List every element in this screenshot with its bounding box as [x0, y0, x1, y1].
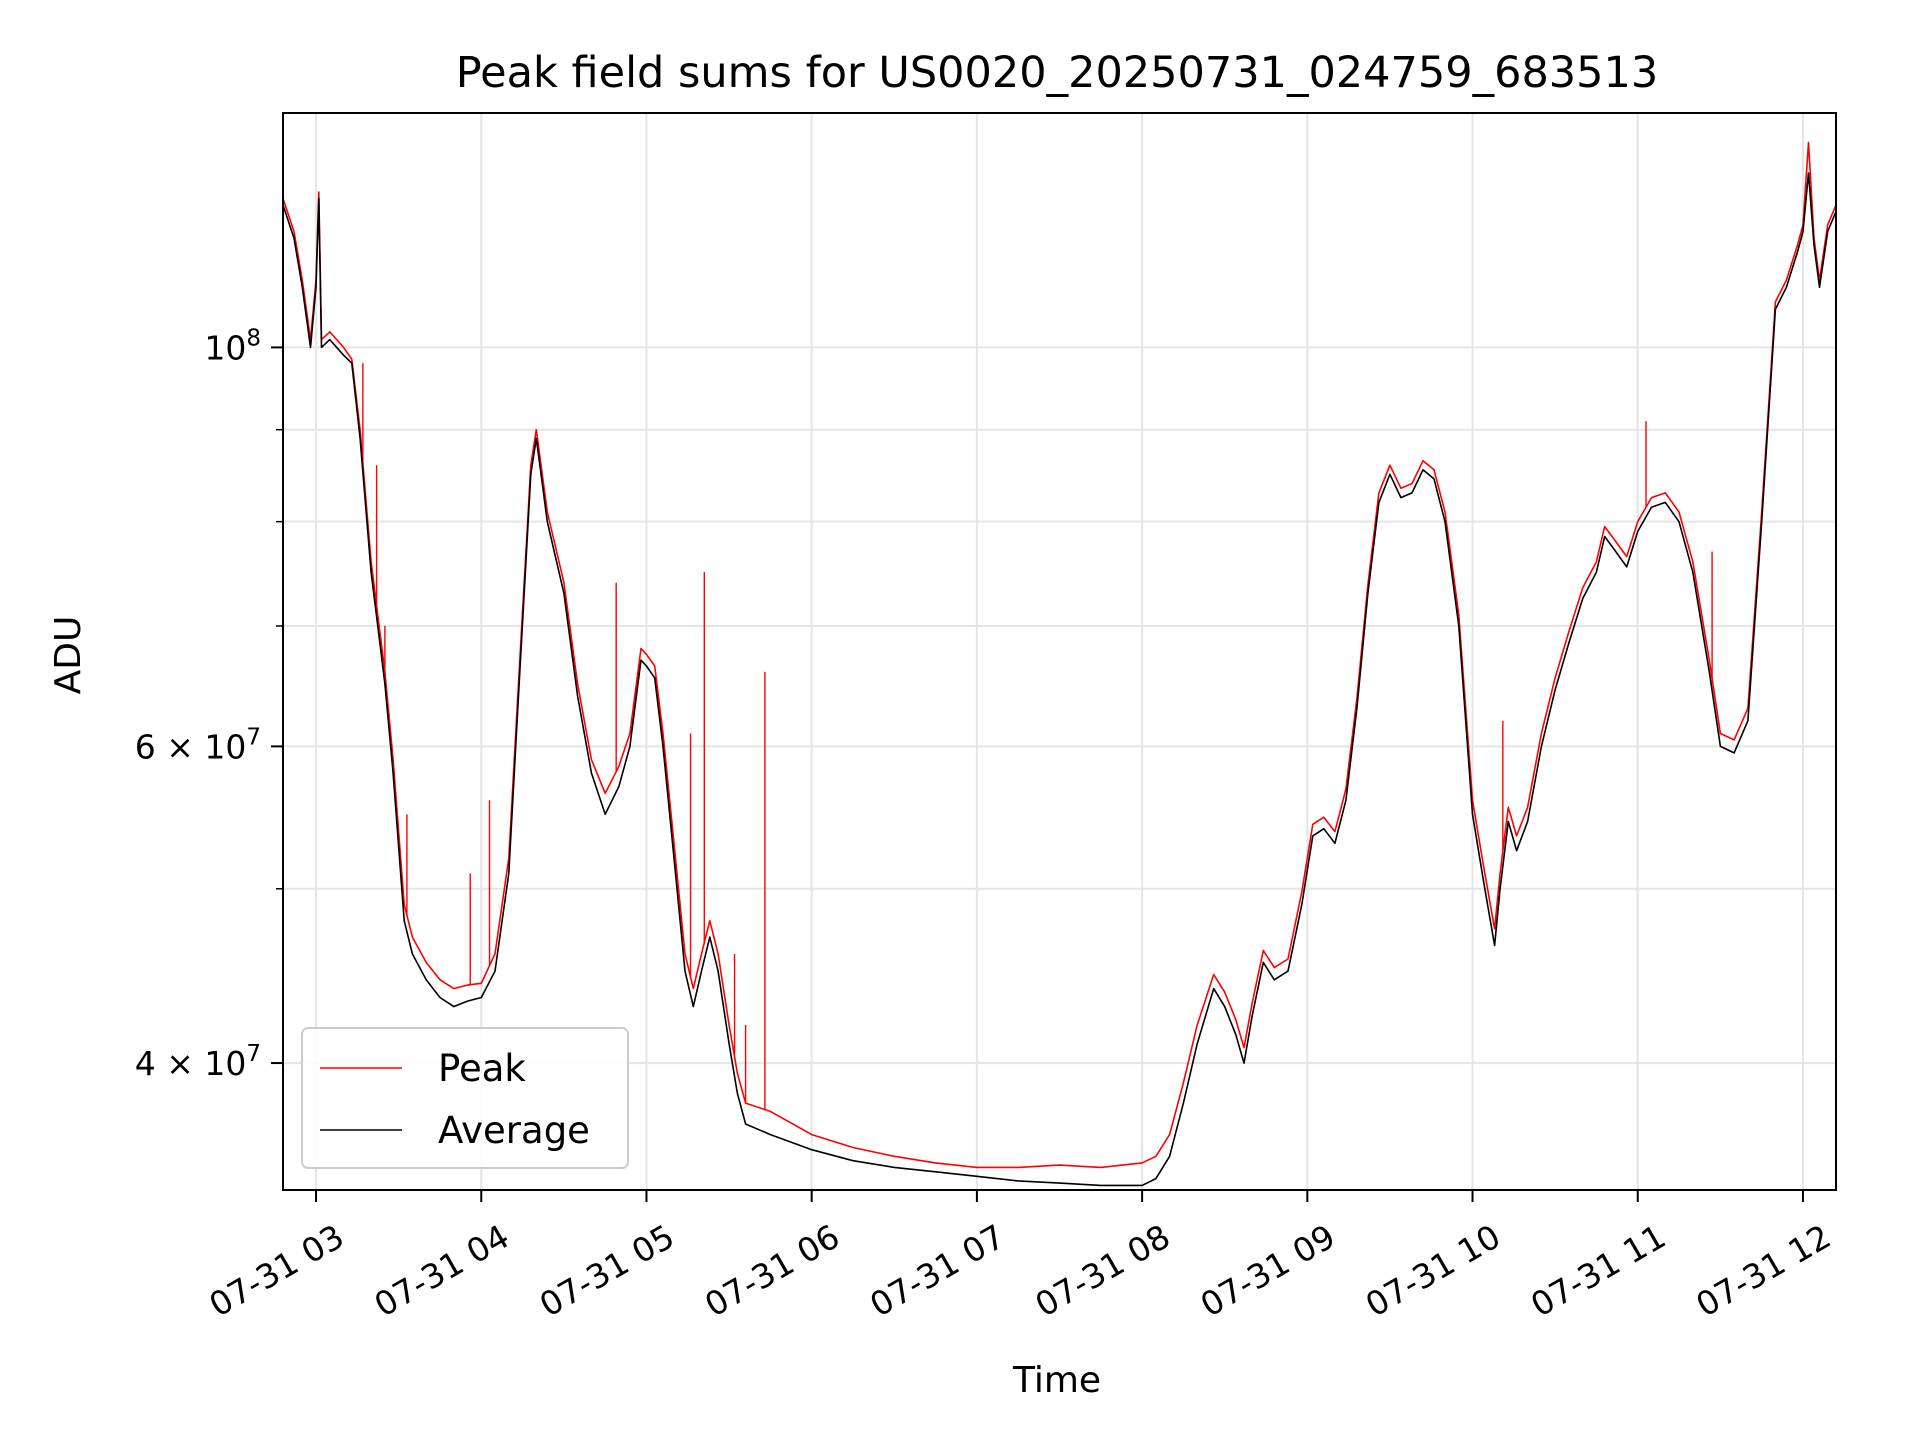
x-axis-title: Time [1012, 1360, 1101, 1401]
y-tick-label-base: 6 × 10 [135, 727, 247, 766]
y-tick-label: 4 × 107 [135, 1041, 261, 1083]
y-axis-title: ADU [48, 616, 89, 695]
legend-label-average: Average [438, 1109, 590, 1152]
legend-frame [301, 1027, 629, 1169]
y-tick-label-exponent: 7 [246, 1041, 261, 1067]
legend-label-peak: Peak [438, 1047, 526, 1090]
y-tick-label-base: 4 × 10 [135, 1044, 247, 1083]
y-tick-label: 108 [204, 325, 261, 367]
plot-frame [282, 112, 1837, 1191]
grid [283, 113, 1836, 1190]
y-tick-label: 6 × 107 [135, 724, 261, 766]
legend: Peak Average [301, 1027, 629, 1169]
series-line-average [282, 172, 1837, 1187]
chart-title: Peak field sums for US0020_20250731_0247… [456, 48, 1659, 98]
y-tick-label-base: 10 [204, 328, 246, 367]
series-line-peak [282, 141, 1837, 1169]
series-layer [282, 141, 1837, 1187]
y-tick-label-exponent: 7 [246, 724, 261, 750]
y-tick-label-exponent: 8 [246, 325, 261, 351]
